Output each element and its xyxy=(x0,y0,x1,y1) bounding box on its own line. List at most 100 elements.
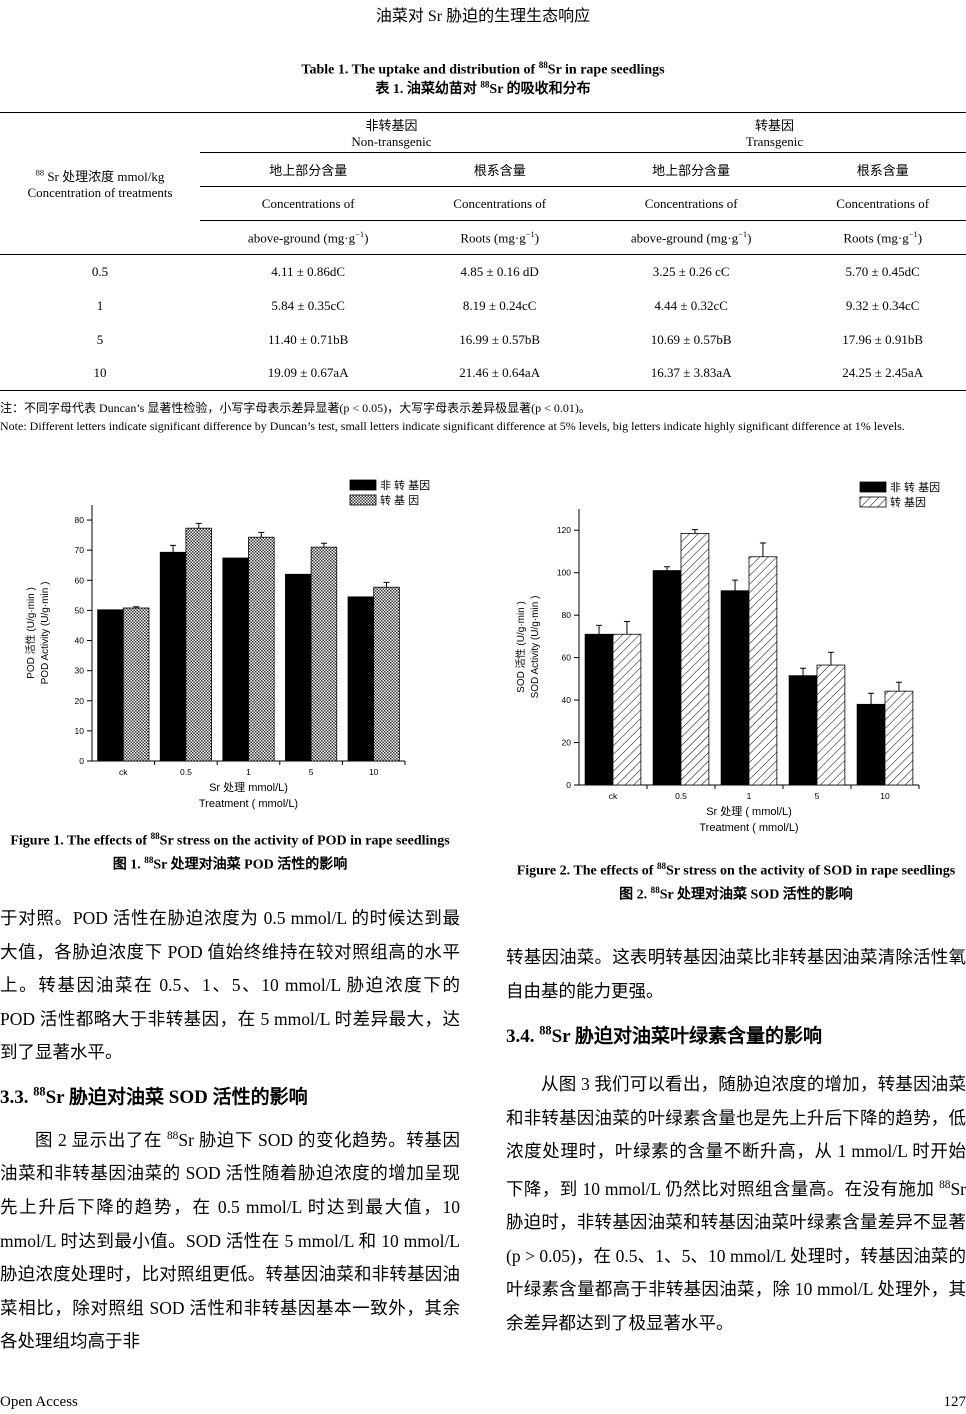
section-3-3-heading: 3.3. 88Sr 胁迫对油菜 SOD 活性的影响 xyxy=(0,1084,308,1108)
legend-swatch xyxy=(859,481,887,493)
bar-non-transgenic xyxy=(652,570,682,786)
col-header-en: Concentrations of xyxy=(261,195,355,211)
group-non-transgenic: 非转基因 Non-transgenic xyxy=(200,112,583,153)
x-tick-label: 1 xyxy=(246,767,251,777)
x-tick-label: 10 xyxy=(880,791,890,801)
right-paragraph-1: 转基因油菜。这表明转基因油菜比非转基因油菜清除活性氧自由基的能力更强。 xyxy=(506,947,966,1001)
legend-swatch xyxy=(859,496,887,508)
bar-transgenic xyxy=(680,533,710,786)
y-axis-label-cn: POD 活性 (U/g·min ) xyxy=(24,587,37,679)
cell: 5.84 ± 0.35cC xyxy=(271,297,345,313)
row-header: 88 Sr 处理浓度 mmol/kg Concentration of treat… xyxy=(0,112,200,255)
x-axis-label-cn: Sr 处理 ( mmol/L) xyxy=(706,805,792,818)
y-tick-label: 60 xyxy=(562,653,572,663)
x-axis-label-en: Treatment ( mmol/L) xyxy=(699,822,798,834)
x-tick-label: 0.5 xyxy=(675,791,687,801)
bar-non-transgenic xyxy=(159,551,187,762)
y-tick-label: 60 xyxy=(75,575,85,585)
y-axis-label-cn: SOD 活性 (U/g·min ) xyxy=(514,601,527,693)
bar-transgenic xyxy=(612,633,642,786)
col-header-cn: 根系含量 xyxy=(856,163,909,178)
cell: 0.5 xyxy=(91,263,109,279)
left-paragraph-2: 图 2 显示出了在 88Sr 胁迫下 SOD 的变化趋势。转基因油菜和非转基因油… xyxy=(0,1129,461,1352)
y-tick-label: 120 xyxy=(557,525,571,535)
y-tick-label: 20 xyxy=(562,738,572,748)
table-row: 5 11.40 ± 0.71bB 16.99 ± 0.57bB 10.69 ± 0.5… xyxy=(0,323,966,357)
right-paragraph-2: 从图 3 我们可以看出，随胁迫浓度的增加，转基因油菜和非转基因油菜的叶绿素含量也… xyxy=(506,1074,966,1333)
cell: 4.44 ± 0.32cC xyxy=(654,297,728,313)
col-header-en: Concentrations of xyxy=(836,195,930,211)
cell: 5 xyxy=(96,331,104,347)
table-note-cn: 注：不同字母代表 Duncan’s 显著性检验，小写字母表示差异显著(p < 0… xyxy=(0,401,591,415)
running-header: 油菜对 Sr 胁迫的生理生态响应 xyxy=(375,8,591,25)
cell: 10 xyxy=(93,365,107,381)
cell: 21.46 ± 0.64aA xyxy=(459,365,541,381)
legend-label: 非 转 基因 xyxy=(890,480,940,494)
table-note-en: Note: Different letters indicate signifi… xyxy=(0,419,905,433)
y-tick-label: 70 xyxy=(75,545,85,555)
table-row: 10 19.09 ± 0.67aA 21.46 ± 0.64aA 16.37 ± 3.… xyxy=(0,357,966,391)
legend-swatch xyxy=(349,479,377,491)
y-tick-label: 100 xyxy=(557,568,571,578)
y-axis-label-en: SOD Activity (U/g·min ) xyxy=(530,596,541,699)
bar-transgenic xyxy=(310,546,338,762)
x-tick-label: 5 xyxy=(815,791,820,801)
x-tick-label: ck xyxy=(609,791,618,801)
footer-open-access: Open Access xyxy=(0,1394,78,1410)
x-tick-label: 10 xyxy=(369,767,379,777)
cell: 17.96 ± 0.91bB xyxy=(842,331,924,347)
cell: 5.70 ± 0.45dC xyxy=(845,263,920,279)
bar-non-transgenic xyxy=(788,675,818,786)
y-tick-label: 50 xyxy=(75,605,85,615)
left-paragraph-1: 于对照。POD 活性在胁迫浓度为 0.5 mmol/L 的时候达到最大值，各胁迫… xyxy=(0,908,460,1063)
bar-non-transgenic xyxy=(347,596,375,762)
y-tick-label: 80 xyxy=(75,515,85,525)
bar-non-transgenic xyxy=(97,609,124,762)
page-number: 127 xyxy=(943,1394,966,1410)
legend-label: 转 基因 xyxy=(890,495,926,509)
cell: 16.37 ± 3.83aA xyxy=(650,365,732,381)
legend-label: 转 基 因 xyxy=(380,493,419,507)
bar-transgenic xyxy=(373,586,400,762)
bar-transgenic xyxy=(248,536,275,762)
y-tick-label: 10 xyxy=(75,726,85,736)
y-tick-label: 40 xyxy=(562,695,572,705)
x-tick-label: 0.5 xyxy=(180,767,192,777)
section-3-4-heading: 3.4. 88Sr 胁迫对油菜叶绿素含量的影响 xyxy=(506,1023,823,1047)
figure-2-caption: Figure 2. The effects of 88Sr stress on … xyxy=(516,861,956,903)
bar-transgenic xyxy=(122,607,150,762)
legend-swatch xyxy=(349,494,377,506)
figure-1-caption: Figure 1. The effects of 88Sr stress on … xyxy=(10,831,450,873)
cell: 4.85 ± 0.16 dD xyxy=(460,263,539,279)
col-header-unit: above-ground (mg·g−1) xyxy=(247,228,369,246)
cell: 9.32 ± 0.34cC xyxy=(845,297,920,313)
cell: 10.69 ± 0.57bB xyxy=(650,331,732,347)
bar-non-transgenic xyxy=(222,557,249,762)
sod-chart: 0 20 40 60 80 100 120 ck 0.5 1 5 10 SOD 活性 (U/g·min … xyxy=(514,480,940,834)
table-1: 88 Sr 处理浓度 mmol/kg Concentration of treat… xyxy=(0,112,966,391)
x-tick-label: ck xyxy=(119,767,128,777)
bar-non-transgenic xyxy=(285,573,312,762)
table-title-cn: 表 1. 油菜幼苗对 88Sr 的吸收和分布 xyxy=(375,79,591,97)
y-tick-label: 30 xyxy=(75,666,85,676)
bar-non-transgenic xyxy=(856,703,886,786)
y-tick-label: 40 xyxy=(75,636,85,646)
col-header-unit: above-ground (mg·g−1) xyxy=(630,228,752,246)
legend-label: 非 转 基因 xyxy=(380,478,430,492)
x-axis-label-cn: Sr 处理 mmol/L) xyxy=(209,781,288,794)
pod-chart: 0 10 20 30 40 50 60 70 80 ck 0.5 1 5 10 POD 活性 (U/g·mi… xyxy=(24,478,430,810)
col-header-cn: 地上部分含量 xyxy=(652,163,731,178)
y-tick-label: 20 xyxy=(75,696,85,706)
bar-transgenic xyxy=(816,664,846,786)
y-tick-label: 0 xyxy=(79,756,84,766)
col-header-cn: 根系含量 xyxy=(473,163,526,178)
y-tick-label: 80 xyxy=(562,610,572,620)
bar-transgenic xyxy=(884,690,914,786)
cell: 24.25 ± 2.45aA xyxy=(842,365,924,381)
col-header-en: Concentrations of xyxy=(453,195,547,211)
group-transgenic: 转基因 Transgenic xyxy=(582,112,966,153)
col-header-unit: Roots (mg·g−1) xyxy=(843,228,923,246)
x-tick-label: 1 xyxy=(747,791,752,801)
cell: 11.40 ± 0.71bB xyxy=(268,331,349,347)
y-tick-label: 0 xyxy=(566,780,571,790)
